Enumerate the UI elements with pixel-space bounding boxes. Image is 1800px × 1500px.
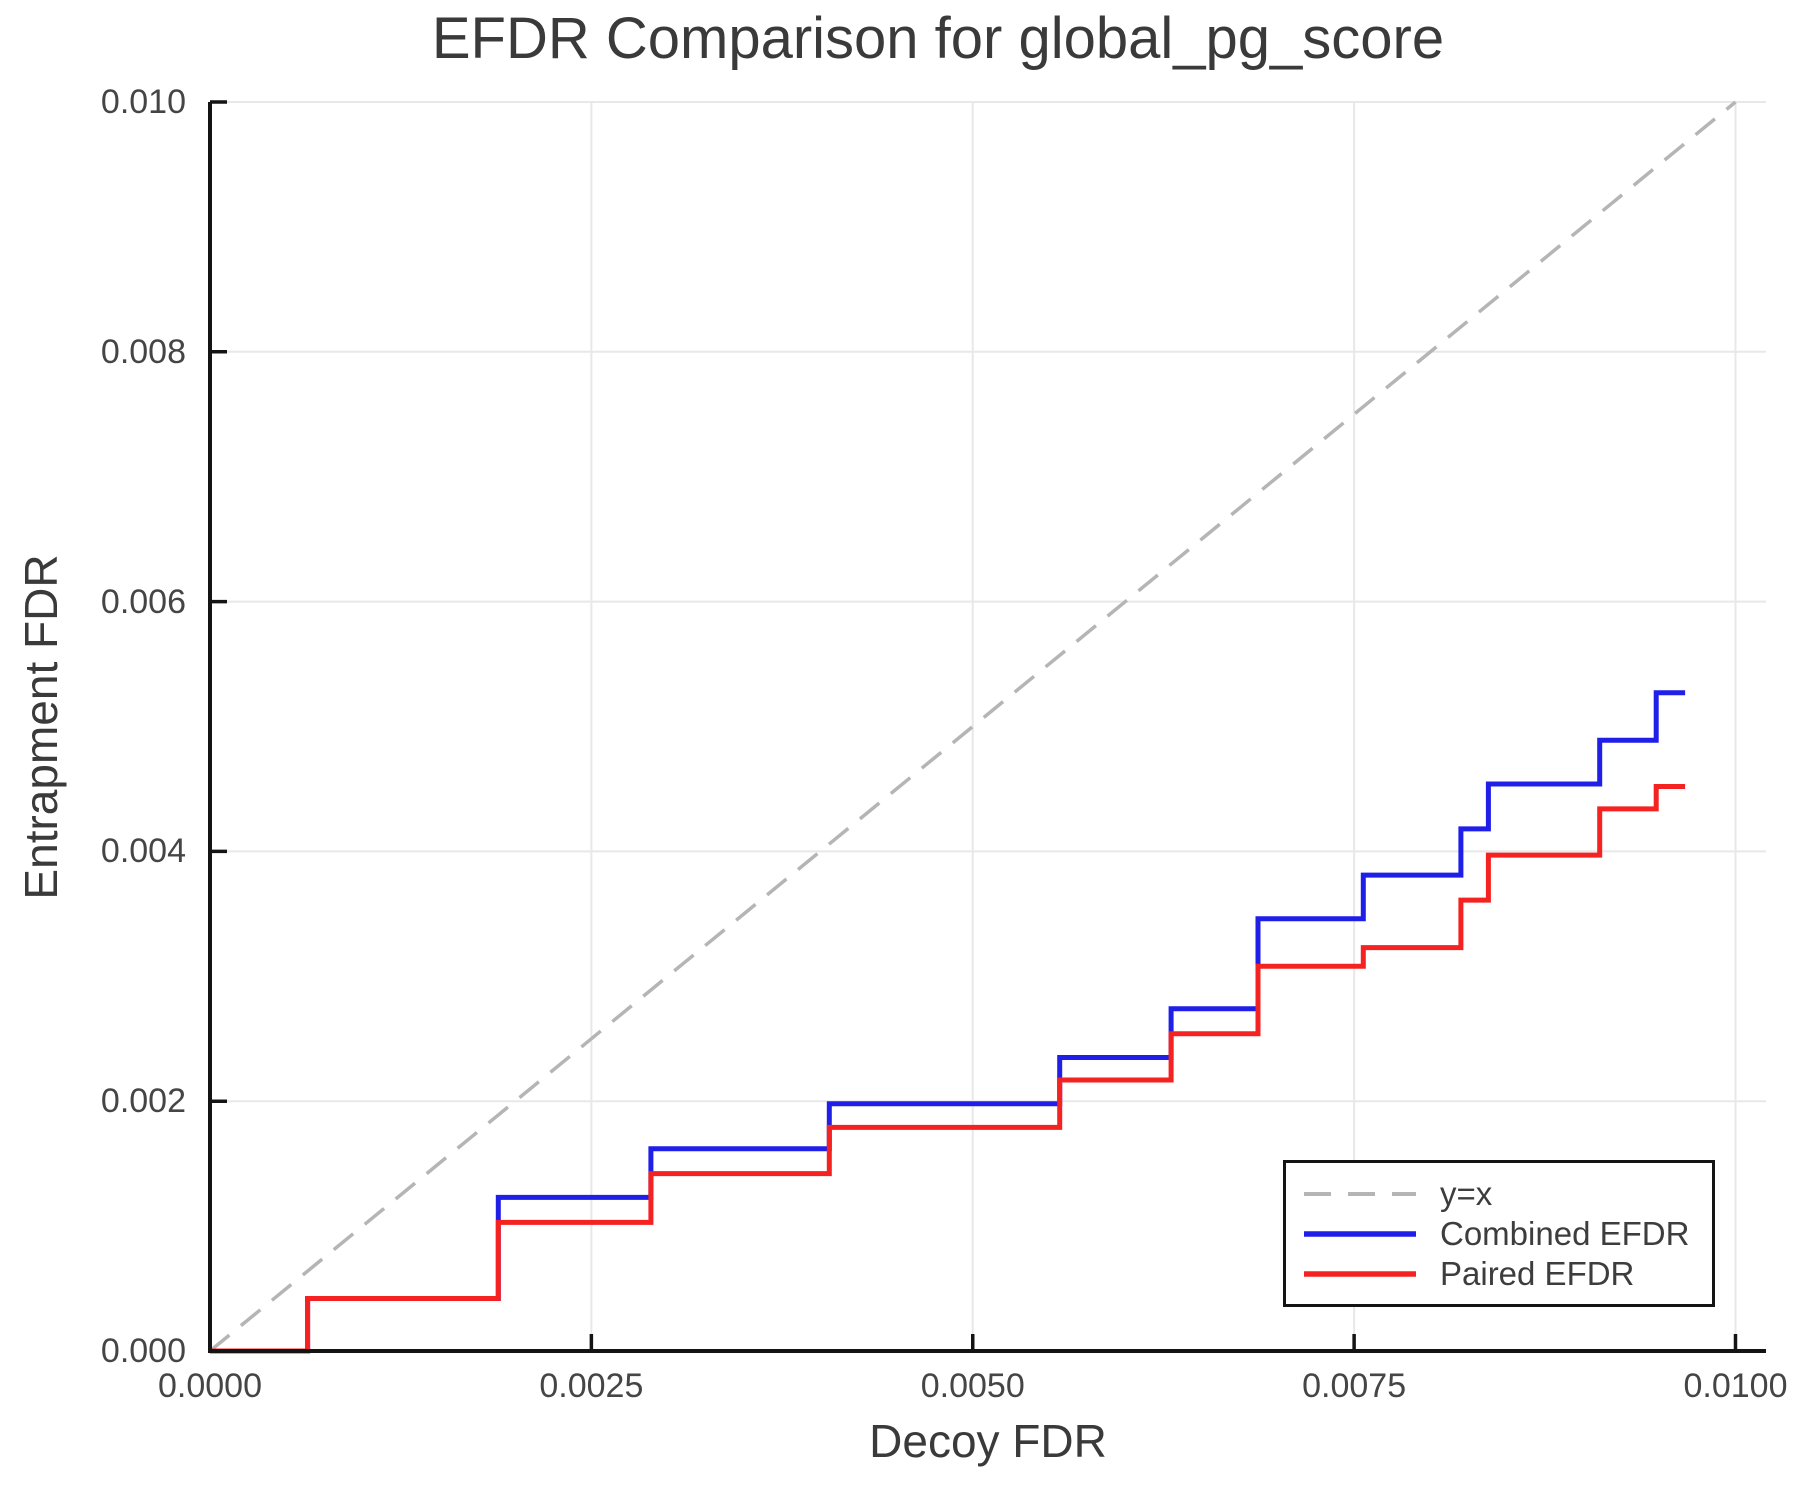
legend-line-sample: [1304, 1230, 1416, 1237]
identity-line: [208, 100, 1737, 1353]
x-axis-label: Decoy FDR: [869, 1415, 1107, 1467]
y-tick-label: 0.010: [100, 83, 186, 121]
y-tick-label: 0.002: [100, 1082, 186, 1121]
legend-line-sample: [1304, 1270, 1416, 1277]
y-tick-label: 0.006: [100, 582, 186, 621]
x-tick-label: 0.0050: [920, 1367, 1025, 1405]
y-tick-label: 0.004: [100, 832, 186, 871]
legend-line-sample: [1304, 1191, 1416, 1196]
x-tick-label: 0.0100: [1683, 1367, 1788, 1405]
legend-label: Combined EFDR: [1440, 1215, 1690, 1252]
legend-label: y=x: [1440, 1175, 1493, 1212]
x-tick-label: 0.0000: [158, 1367, 262, 1405]
legend-entry: Combined EFDR: [1304, 1214, 1712, 1254]
paired-efdr-curve: [210, 784, 1686, 1354]
legend: y=x Combined EFDR Paired EFDR: [1283, 1160, 1715, 1307]
combined-efdr-curve: [210, 690, 1686, 1354]
chart-title: EFDR Comparison for global_pg_score: [431, 6, 1445, 71]
legend-label: Paired EFDR: [1440, 1255, 1635, 1292]
legend-entry: y=x: [1304, 1174, 1712, 1214]
legend-entry: Paired EFDR: [1304, 1254, 1712, 1294]
x-tick-label: 0.0075: [1302, 1367, 1407, 1405]
y-tick-label: 0.000: [100, 1332, 186, 1370]
y-tick-label: 0.008: [100, 332, 186, 371]
x-tick-label: 0.0025: [539, 1367, 644, 1405]
